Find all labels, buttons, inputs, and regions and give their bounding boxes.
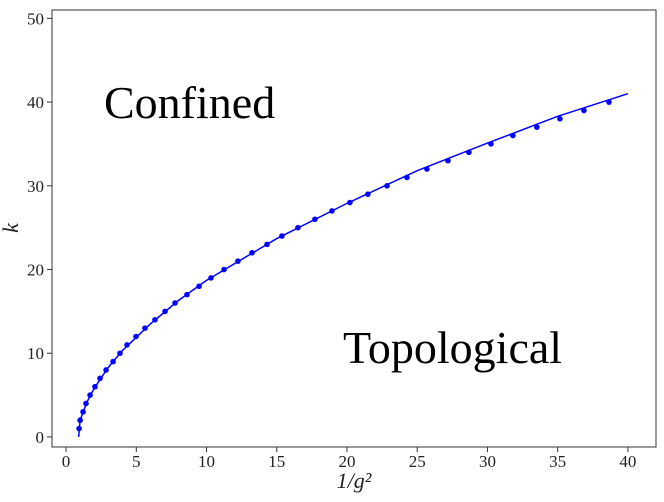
point (365, 191, 371, 197)
point (172, 300, 178, 306)
y-tick-label: 50 (27, 9, 44, 28)
point (87, 392, 93, 398)
point (77, 417, 83, 424)
point (445, 157, 451, 164)
point (80, 409, 86, 415)
point (97, 375, 103, 382)
point (295, 224, 301, 231)
point (264, 241, 270, 248)
point (424, 166, 430, 172)
point (466, 149, 472, 156)
y-tick-label: 10 (27, 344, 44, 363)
point (249, 249, 255, 256)
x-tick-label: 15 (268, 452, 285, 471)
point (557, 116, 563, 122)
annotation: Confined (104, 77, 275, 128)
point (606, 99, 612, 105)
x-tick-label: 5 (132, 452, 141, 471)
point (76, 425, 82, 432)
point (117, 350, 123, 357)
point (347, 199, 353, 206)
point (329, 208, 335, 214)
x-tick-label: 0 (62, 452, 71, 471)
point (196, 283, 202, 290)
point (404, 174, 410, 181)
x-tick-label: 20 (338, 452, 355, 471)
point (510, 132, 516, 139)
point (184, 291, 190, 298)
point (124, 342, 130, 348)
point (152, 316, 158, 323)
point (83, 400, 89, 407)
y-tick-label: 30 (27, 177, 44, 196)
point (208, 275, 214, 281)
point (581, 107, 587, 114)
point (110, 358, 116, 365)
point (279, 233, 285, 239)
point (235, 258, 241, 264)
point (221, 266, 227, 273)
point (488, 141, 494, 147)
x-tick-label: 25 (409, 452, 426, 471)
point (92, 383, 98, 390)
point (133, 333, 139, 340)
y-tick-label: 20 (27, 261, 44, 280)
y-axis-label: k (0, 222, 23, 233)
x-tick-label: 40 (619, 452, 636, 471)
point (312, 216, 318, 223)
point (534, 124, 540, 131)
plot-frame (51, 9, 657, 448)
x-tick-label: 10 (198, 452, 215, 471)
x-axis-label: 1/g² (337, 468, 372, 493)
point (162, 308, 168, 315)
x-tick-label: 30 (479, 452, 496, 471)
x-tick-label: 35 (549, 452, 566, 471)
point (384, 183, 390, 189)
y-tick-label: 40 (27, 93, 44, 112)
point (142, 325, 148, 331)
annotation: Topological (343, 322, 562, 373)
line (77, 93, 629, 438)
y-tick-label: 0 (36, 428, 45, 447)
point (103, 367, 109, 373)
